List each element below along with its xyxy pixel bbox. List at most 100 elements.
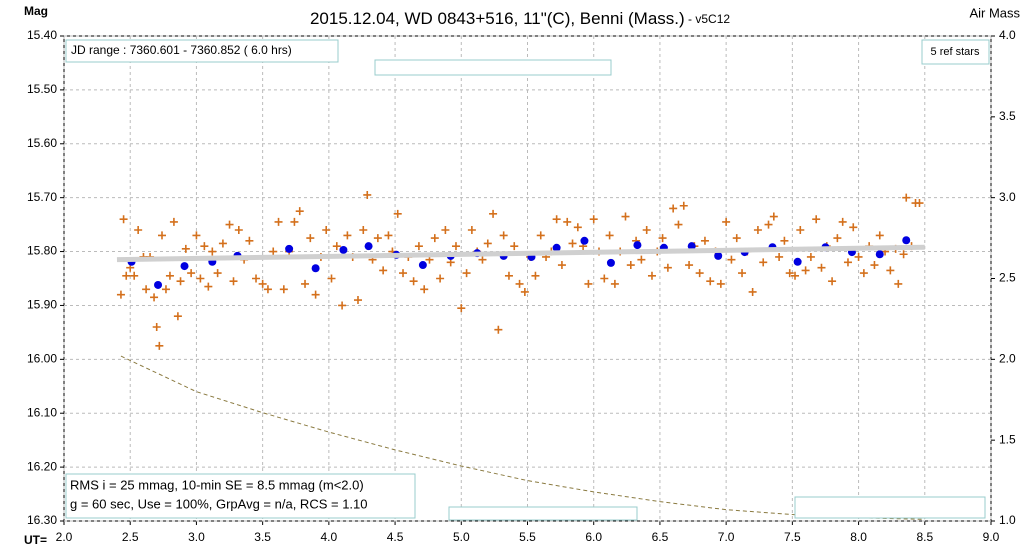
data-point bbox=[399, 269, 408, 278]
data-point bbox=[775, 252, 784, 261]
data-point bbox=[311, 290, 320, 299]
data-point bbox=[727, 255, 736, 264]
data-point bbox=[363, 190, 372, 199]
data-point bbox=[780, 236, 789, 245]
group-average bbox=[552, 243, 561, 252]
data-point bbox=[204, 282, 213, 291]
data-point bbox=[208, 247, 217, 256]
data-point bbox=[700, 236, 709, 245]
data-point bbox=[828, 277, 837, 286]
data-point bbox=[274, 217, 283, 226]
annotation-box bbox=[65, 39, 339, 63]
data-point bbox=[119, 215, 128, 224]
annotation: JD range : 7360.601 - 7360.852 ( 6.0 hrs… bbox=[71, 43, 292, 57]
data-point bbox=[150, 293, 159, 302]
data-point bbox=[200, 242, 209, 251]
data-point bbox=[338, 301, 347, 310]
data-point bbox=[732, 234, 741, 243]
data-point bbox=[796, 226, 805, 234]
data-point bbox=[722, 217, 731, 226]
data-point bbox=[441, 226, 450, 234]
group-average bbox=[364, 242, 373, 251]
data-point bbox=[695, 269, 704, 278]
data-point bbox=[169, 217, 178, 226]
group-average bbox=[418, 261, 427, 270]
data-point bbox=[187, 269, 196, 278]
y2-tick-label: 2.0 bbox=[999, 352, 1016, 366]
data-point bbox=[130, 271, 139, 280]
y-tick-label: 16.20 bbox=[27, 459, 57, 473]
data-point bbox=[642, 226, 651, 234]
data-point bbox=[161, 285, 170, 294]
data-point bbox=[894, 279, 903, 288]
group-average bbox=[180, 262, 189, 271]
x-tick-label: 4.0 bbox=[321, 530, 338, 544]
y2-tick-label: 1.0 bbox=[999, 513, 1016, 527]
data-point bbox=[173, 312, 182, 321]
data-point bbox=[263, 285, 272, 294]
y-tick-label: 16.10 bbox=[27, 405, 57, 419]
empty-box bbox=[448, 506, 638, 521]
data-point bbox=[600, 274, 609, 283]
data-point bbox=[359, 226, 368, 234]
data-point bbox=[685, 261, 694, 270]
marks: 2.0 2.5 3.0 3.5 4.0 4.5 5.0 5.5 6.0 6.5 7.0 7.5 8.0 8… bbox=[27, 28, 1016, 544]
y-tick-label: 16.00 bbox=[27, 352, 57, 366]
data-point bbox=[568, 239, 577, 248]
group-average bbox=[714, 251, 723, 260]
empty-box bbox=[374, 59, 612, 76]
data-point bbox=[557, 261, 566, 270]
data-point bbox=[353, 296, 362, 305]
x-tick-label: 6.0 bbox=[585, 530, 602, 544]
data-point bbox=[610, 279, 619, 288]
data-point bbox=[234, 226, 243, 234]
x-tick-label: 5.0 bbox=[453, 530, 470, 544]
data-point bbox=[605, 231, 614, 240]
annotation: g = 60 sec, Use = 100%, GrpAvg = n/a, RC… bbox=[70, 496, 368, 511]
data-point bbox=[343, 231, 352, 240]
data-point bbox=[573, 223, 582, 232]
annotation-box bbox=[65, 473, 416, 519]
data-point bbox=[467, 226, 476, 234]
data-point bbox=[414, 242, 423, 251]
data-point bbox=[679, 201, 688, 210]
data-point bbox=[306, 234, 315, 243]
data-point bbox=[152, 323, 161, 331]
data-point bbox=[462, 269, 471, 278]
data-point bbox=[899, 250, 908, 259]
y-tick-label: 15.90 bbox=[27, 298, 57, 312]
data-point bbox=[843, 258, 852, 267]
x-tick-label: 9.0 bbox=[983, 530, 1000, 544]
data-point bbox=[165, 271, 174, 280]
data-point bbox=[176, 277, 185, 286]
data-point bbox=[134, 226, 143, 234]
data-point bbox=[531, 271, 540, 280]
data-point bbox=[192, 231, 201, 240]
y-tick-label: 15.70 bbox=[27, 190, 57, 204]
data-point bbox=[494, 325, 503, 334]
data-point bbox=[706, 277, 715, 286]
data-point bbox=[451, 242, 460, 251]
data-point bbox=[902, 193, 911, 202]
x-tick-label: 7.5 bbox=[784, 530, 801, 544]
annotation: 5 ref stars bbox=[931, 46, 980, 58]
data-point bbox=[225, 220, 234, 229]
data-point bbox=[504, 271, 513, 280]
data-point bbox=[875, 231, 884, 240]
data-point bbox=[478, 255, 487, 264]
group-average bbox=[154, 280, 163, 289]
x-tick-label: 6.5 bbox=[652, 530, 669, 544]
annotations: JD range : 7360.601 - 7360.852 ( 6.0 hrs… bbox=[65, 39, 990, 521]
data-point bbox=[674, 220, 683, 229]
data-point bbox=[854, 252, 863, 261]
data-point bbox=[886, 266, 895, 275]
data-point bbox=[499, 231, 508, 240]
data-point bbox=[332, 242, 341, 251]
data-point bbox=[859, 269, 868, 278]
data-point bbox=[373, 234, 382, 243]
data-point bbox=[510, 242, 519, 251]
data-point bbox=[520, 287, 529, 296]
data-point bbox=[870, 261, 879, 270]
x-tick-label: 8.5 bbox=[916, 530, 933, 544]
data-point bbox=[393, 209, 402, 218]
